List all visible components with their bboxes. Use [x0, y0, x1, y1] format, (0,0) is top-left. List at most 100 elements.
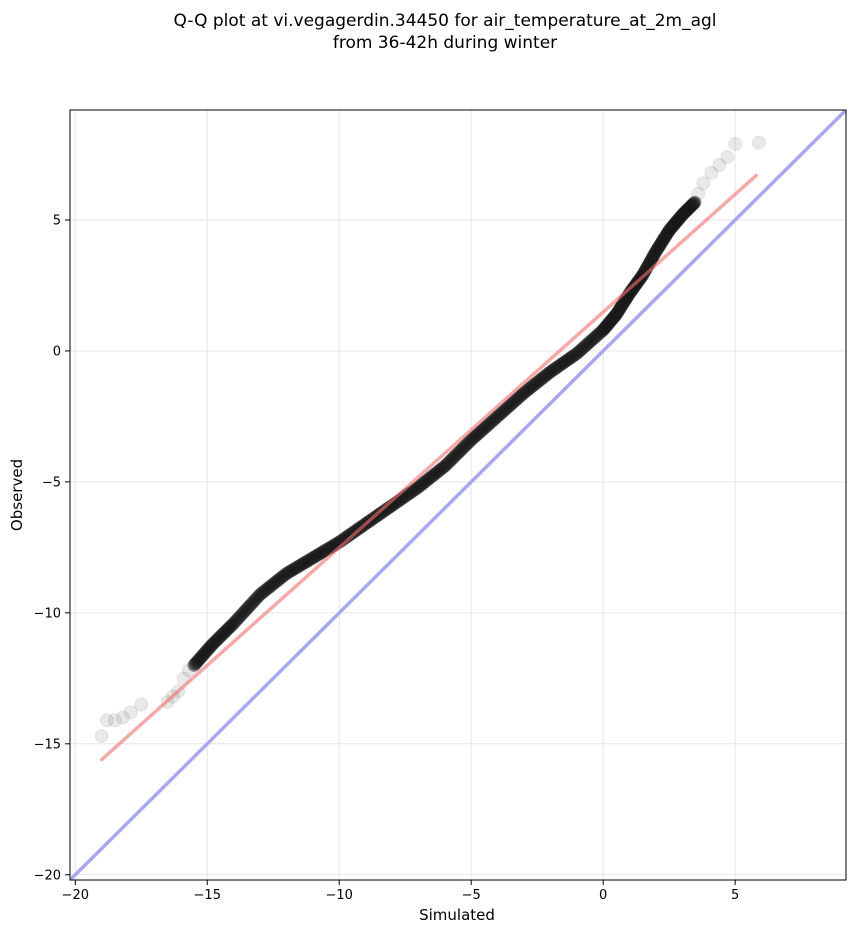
x-tick-label-5: 5: [731, 888, 739, 903]
dense-point-243: [441, 456, 455, 470]
dense-point-333: [540, 368, 554, 382]
dense-point-489: [654, 237, 668, 251]
dense-point-306: [510, 392, 524, 406]
dense-point-335: [542, 366, 556, 380]
dense-point-387: [598, 321, 612, 335]
dense-point-491: [655, 235, 669, 249]
dense-point-52: [231, 612, 245, 626]
dense-point-245: [443, 454, 457, 468]
dense-point-126: [312, 547, 326, 561]
dense-point-273: [474, 424, 488, 438]
dense-point-481: [650, 244, 664, 258]
dense-point-2: [189, 656, 203, 670]
dense-point-295: [498, 403, 512, 417]
plot-frame: [69, 109, 847, 881]
dense-point-385: [597, 322, 611, 336]
chart-title-line-1: Q-Q plot at vi.vegagerdin.34450 for air_…: [173, 11, 716, 31]
dense-point-249: [448, 449, 462, 463]
dense-point-113: [298, 555, 312, 569]
dense-point-460: [638, 264, 652, 278]
dense-point-276: [477, 421, 491, 435]
dense-point-405: [608, 309, 622, 323]
dense-point-480: [649, 244, 663, 258]
dense-point-119: [305, 552, 319, 566]
dense-point-416: [614, 300, 628, 314]
dense-point-262: [462, 435, 476, 449]
dense-point-368: [579, 339, 593, 353]
dense-point-394: [602, 316, 616, 330]
dense-point-532: [678, 206, 692, 220]
dense-point-407: [609, 308, 623, 322]
dense-point-326: [532, 374, 546, 388]
dense-point-485: [652, 240, 666, 254]
dense-point-115: [300, 554, 314, 568]
dense-point-64: [244, 597, 258, 611]
dense-point-156: [345, 526, 359, 540]
dense-point-155: [344, 527, 358, 541]
dense-point-218: [414, 478, 428, 492]
dense-point-292: [495, 406, 509, 419]
dense-point-493: [656, 233, 670, 247]
dense-point-97: [281, 566, 295, 580]
dense-point-215: [410, 481, 424, 495]
dense-point-353: [562, 352, 576, 366]
dense-point-35: [215, 628, 229, 642]
dense-point-59: [239, 603, 253, 617]
dense-point-45: [224, 619, 238, 633]
dense-point-547: [686, 197, 700, 211]
dense-point-96: [279, 567, 293, 581]
dense-point-53: [232, 610, 246, 624]
dense-point-495: [657, 231, 671, 245]
dense-point-63: [243, 598, 257, 612]
dense-point-321: [527, 378, 541, 392]
dense-point-231: [428, 467, 442, 481]
dense-point-28: [209, 634, 223, 648]
dense-point-375: [586, 332, 600, 346]
dense-point-539: [681, 202, 695, 216]
dense-point-330: [537, 370, 551, 384]
dense-point-41: [220, 622, 234, 636]
dense-point-89: [272, 573, 286, 587]
dense-point-320: [526, 379, 540, 393]
dense-point-397: [603, 314, 617, 328]
dense-point-327: [533, 373, 547, 387]
dense-point-384: [596, 323, 610, 337]
dense-point-403: [607, 311, 621, 325]
dense-point-507: [664, 222, 678, 236]
dense-point-370: [581, 337, 595, 351]
dense-point-476: [647, 248, 661, 262]
dense-point-346: [554, 357, 568, 371]
dense-point-373: [584, 334, 598, 348]
dense-point-329: [536, 371, 550, 385]
dense-point-535: [679, 204, 693, 218]
dense-point-343: [551, 360, 565, 374]
dense-point-183: [375, 505, 389, 519]
data-points: [94, 135, 766, 762]
dense-point-523: [673, 211, 687, 225]
dense-point-17: [200, 643, 214, 657]
dense-point-43: [222, 621, 236, 635]
dense-point-527: [675, 208, 689, 222]
dense-point-268: [469, 429, 483, 443]
dense-point-6: [192, 653, 206, 667]
dense-point-287: [489, 410, 503, 424]
dense-point-303: [507, 395, 521, 409]
dense-point-16: [199, 644, 213, 658]
dense-point-498: [659, 229, 673, 243]
dense-point-219: [415, 478, 429, 492]
dense-point-284: [486, 413, 500, 427]
dense-point-56: [235, 607, 249, 621]
dense-point-226: [422, 471, 436, 485]
dense-point-182: [374, 506, 388, 520]
dense-point-256: [455, 442, 469, 456]
dense-point-107: [292, 559, 306, 573]
dense-point-487: [653, 238, 667, 252]
sparse-point-12: [691, 186, 706, 201]
dense-point-348: [557, 356, 571, 370]
dense-point-490: [654, 236, 668, 250]
dense-point-508: [664, 221, 678, 235]
y-tick-label-4: 0: [53, 344, 61, 359]
dense-point-38: [218, 625, 232, 639]
dense-point-49: [228, 615, 242, 629]
